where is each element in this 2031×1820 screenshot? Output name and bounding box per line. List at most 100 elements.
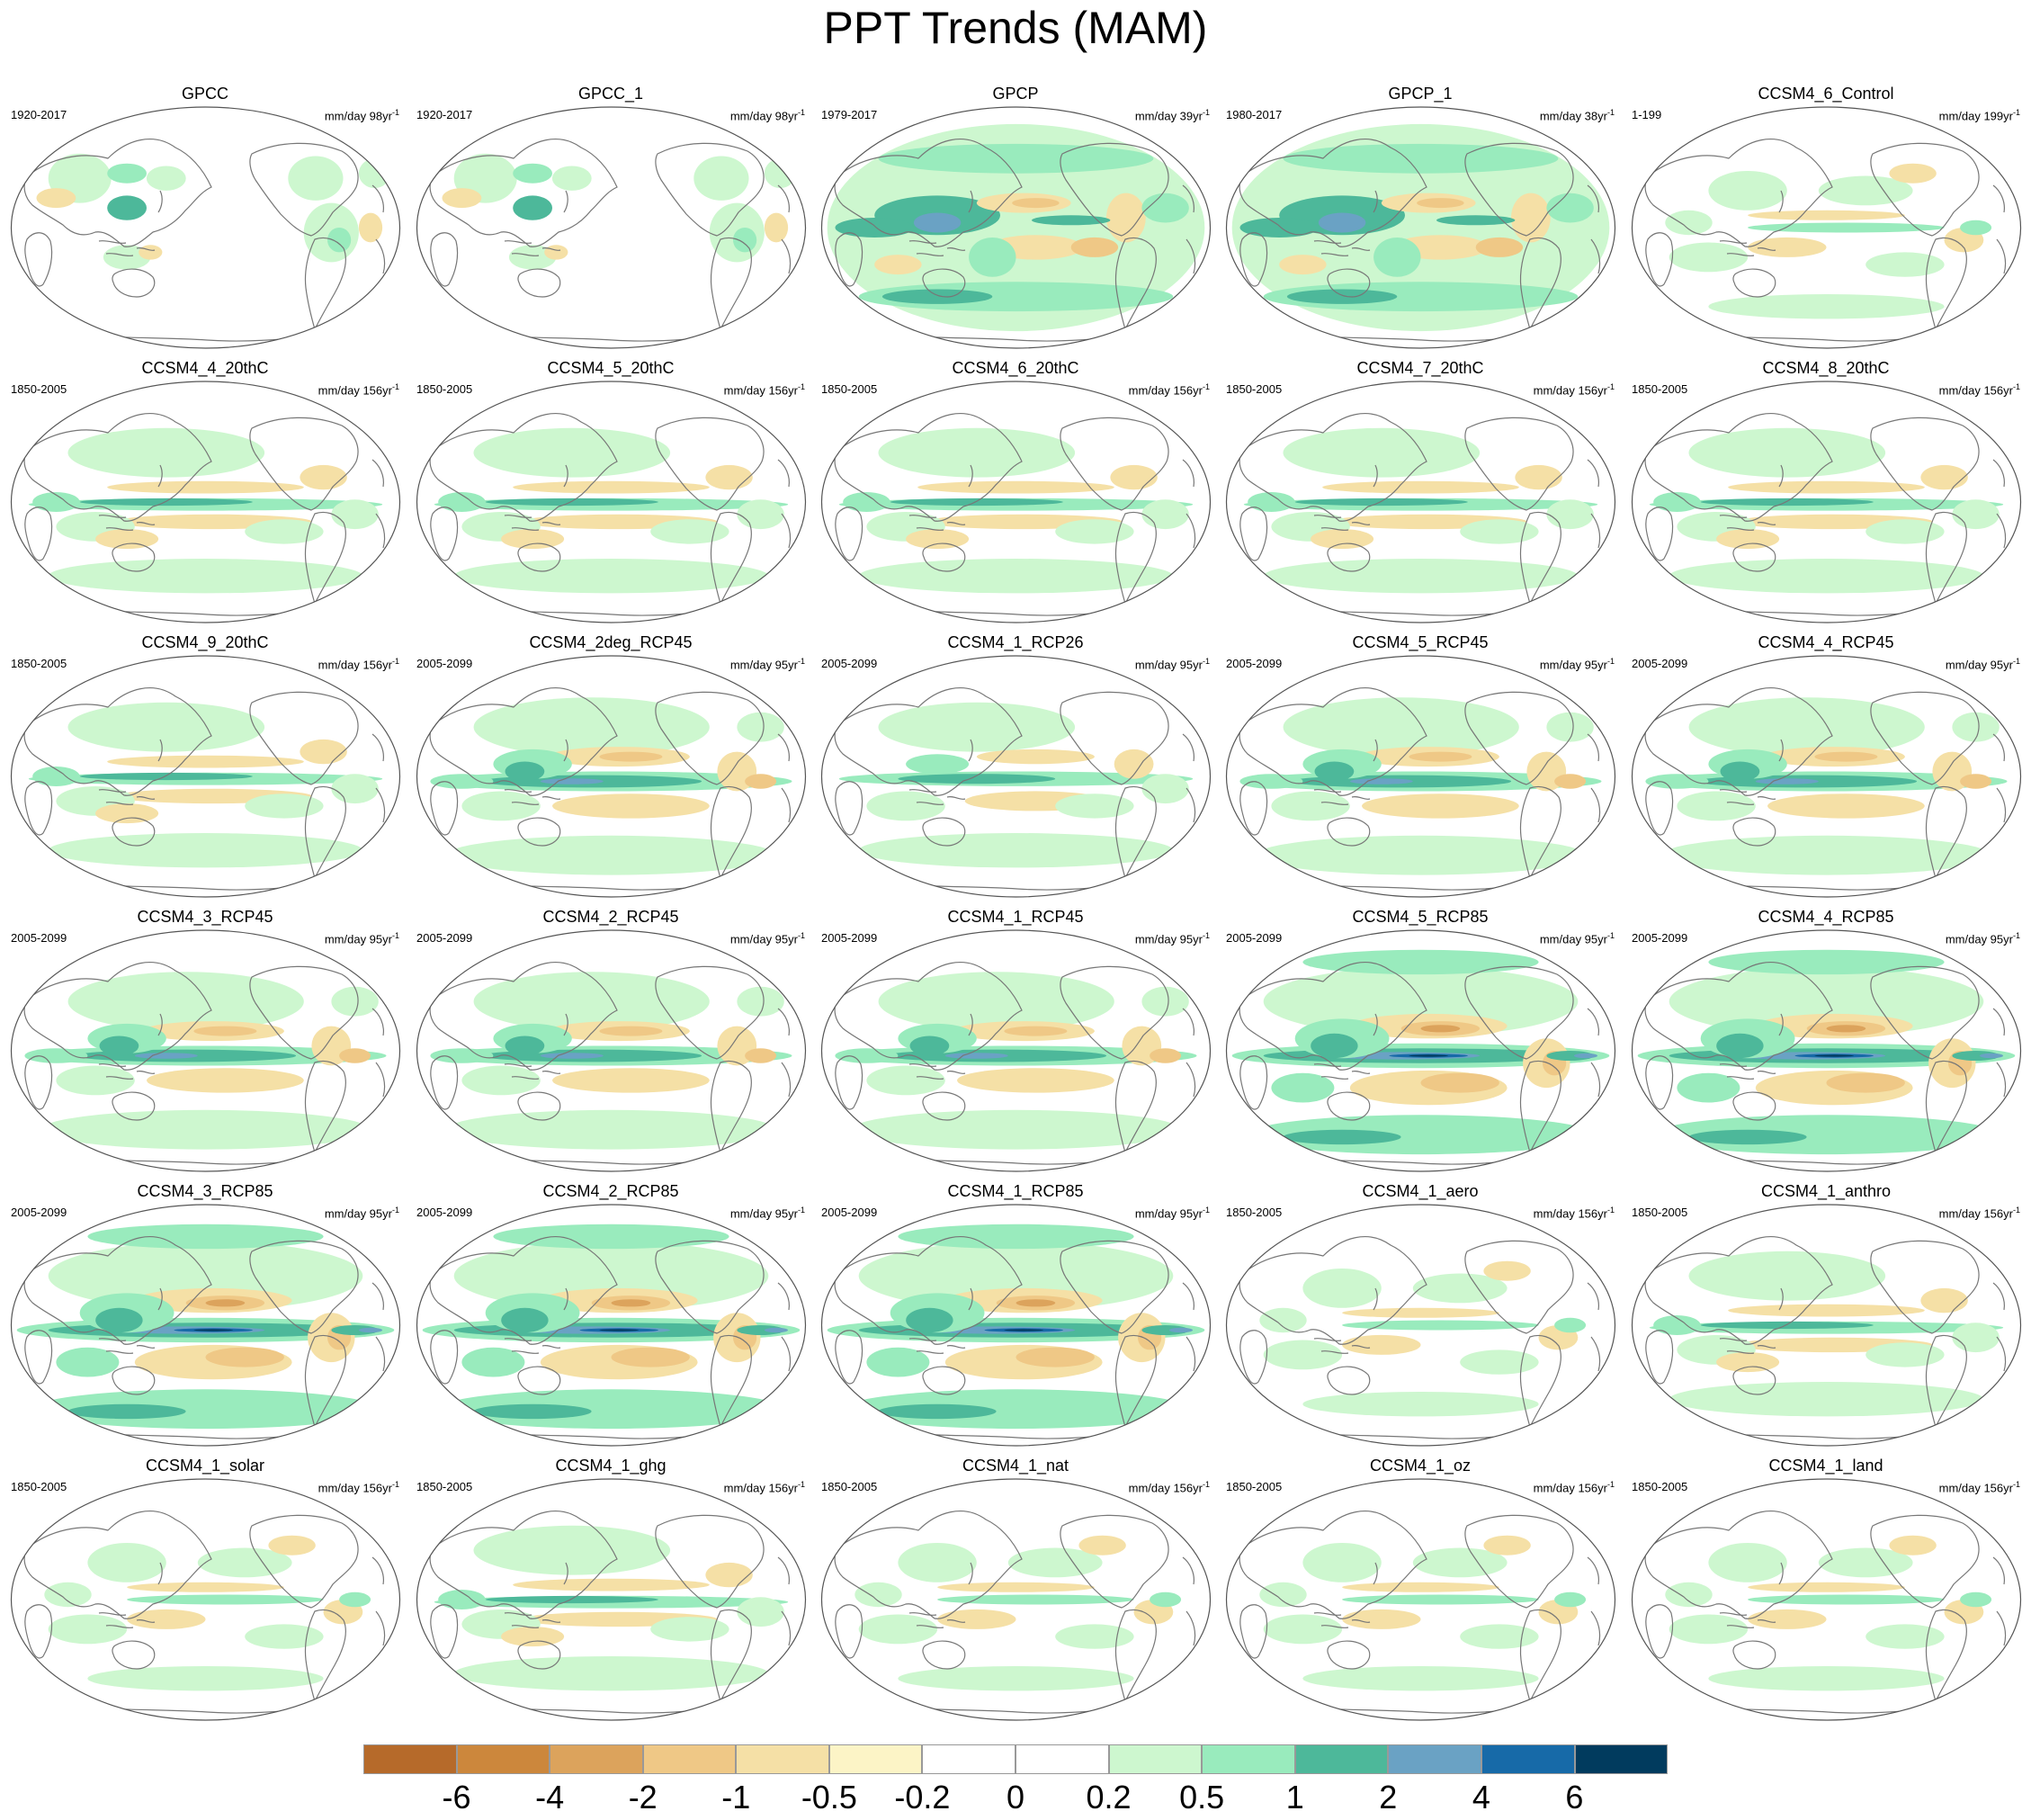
trend-patch <box>1960 1591 1992 1608</box>
coastline <box>112 817 156 847</box>
trend-field <box>11 930 400 1171</box>
coastline <box>517 817 561 847</box>
coastline <box>835 1055 863 1110</box>
trend-patch <box>1979 1053 2004 1059</box>
panel-title: GPCC_1 <box>577 85 644 103</box>
coastline <box>1587 1282 1601 1372</box>
globe-outline <box>1631 1204 2022 1447</box>
globe-outline <box>1225 1478 1616 1721</box>
panel-units-exponent: -1 <box>2012 657 2020 666</box>
map-panel: CCSM4_8_20thC 1850-2005 mm/day 156yr-1 <box>1624 354 2027 628</box>
trend-patch <box>1342 1320 1539 1331</box>
trend-patch <box>245 519 324 544</box>
trend-patch <box>67 702 265 752</box>
coastline <box>1239 1236 1427 1345</box>
panel-units-text: mm/day 95yr <box>1539 658 1607 672</box>
trend-patch <box>1283 1129 1401 1145</box>
panel-units-exponent: -1 <box>391 1206 399 1215</box>
trend-patch <box>1436 215 1516 226</box>
panel-period: 1850-2005 <box>1226 382 1283 396</box>
trend-patch <box>1141 774 1189 804</box>
trend-patch <box>1342 1307 1499 1318</box>
panel-title: CCSM4_1_RCP26 <box>947 633 1084 651</box>
coastline <box>1327 1366 1371 1395</box>
coastline <box>1313 1337 1371 1355</box>
panel-title: CCSM4_5_20thC <box>547 359 675 377</box>
trend-patch <box>87 1666 324 1691</box>
coastline <box>834 687 1023 796</box>
trend-patch <box>1342 1609 1421 1629</box>
trend-patch <box>898 1543 977 1582</box>
coastline <box>968 190 973 213</box>
coastline <box>563 1013 568 1036</box>
colorbar-tick-label: -1 <box>721 1779 751 1816</box>
trend-field <box>821 107 1211 348</box>
trend-patch <box>937 1594 1134 1605</box>
trend-patch <box>1677 791 1756 821</box>
coastline <box>655 965 765 1060</box>
trend-field <box>1226 656 1615 897</box>
trend-patch <box>1669 1382 1984 1417</box>
coastline <box>504 1611 561 1629</box>
trend-patch <box>36 188 76 209</box>
trend-patch <box>1239 218 1319 238</box>
trend-field <box>416 1479 806 1720</box>
coastline <box>1870 965 1980 1060</box>
panel-period: 2005-2099 <box>1226 931 1283 945</box>
colorbar-segment <box>922 1744 1016 1774</box>
panel-units-exponent: -1 <box>2012 931 2020 940</box>
trend-patch <box>843 492 890 512</box>
trend-patch <box>107 755 304 768</box>
coastline <box>922 268 966 298</box>
trend-patch <box>67 1403 186 1420</box>
colorbar-segment <box>1016 1744 1109 1774</box>
trend-patch <box>1720 761 1760 782</box>
coastline <box>1114 237 1157 331</box>
trend-patch <box>1302 1392 1539 1417</box>
coastline <box>23 1236 212 1345</box>
trend-patch <box>866 1065 945 1096</box>
trend-patch <box>745 1048 777 1063</box>
trend-patch <box>485 498 658 507</box>
panel-units-exponent: -1 <box>797 657 805 666</box>
trend-field <box>416 930 806 1171</box>
colorbar-segment <box>736 1744 829 1774</box>
trend-patch <box>1150 1048 1182 1063</box>
coastline <box>430 1330 459 1385</box>
map-panel: CCSM4_3_RCP85 2005-2099 mm/day 95yr-1 <box>4 1177 407 1451</box>
map <box>416 381 807 623</box>
trend-patch <box>1865 1342 1945 1367</box>
trend-patch <box>1248 1115 1594 1155</box>
panel-period: 2005-2099 <box>416 657 473 670</box>
trend-patch <box>1814 751 1878 762</box>
panel-units-text: mm/day 95yr <box>324 1206 392 1221</box>
trend-patch <box>737 1597 784 1627</box>
trend-patch <box>146 166 186 191</box>
page-title: PPT Trends (MAM) <box>823 3 1208 53</box>
coastline <box>371 733 386 823</box>
coastline <box>1645 1055 1674 1110</box>
trend-patch <box>508 245 557 270</box>
coastline <box>908 239 966 257</box>
trend-patch <box>331 499 379 530</box>
panel-units: mm/day 95yr-1 <box>1540 655 1615 671</box>
trend-field <box>11 107 400 348</box>
trend-patch <box>1748 210 1905 220</box>
panel-title: CCSM4_3_RCP85 <box>137 1182 273 1200</box>
trend-patch <box>1546 712 1594 742</box>
panel-period: 1850-2005 <box>11 382 67 396</box>
trend-patch <box>358 212 383 243</box>
trend-patch <box>56 1065 135 1096</box>
trend-patch <box>898 1666 1134 1691</box>
trend-patch <box>24 1048 88 1063</box>
trend-patch <box>461 1065 541 1096</box>
trend-patch <box>1669 242 1749 273</box>
map <box>416 106 807 349</box>
trend-patch <box>1078 1535 1126 1556</box>
coastline <box>23 139 212 247</box>
trend-patch <box>1294 498 1468 507</box>
panel-title: GPCP <box>992 85 1039 103</box>
coastline <box>304 1609 346 1703</box>
trend-patch <box>1865 519 1945 544</box>
coastline <box>157 190 163 213</box>
